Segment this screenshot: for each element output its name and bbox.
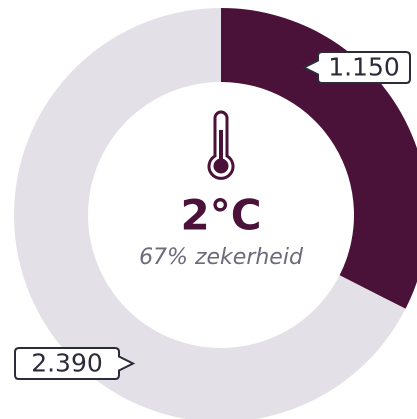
value-callout: 2.390	[14, 347, 136, 380]
center-title: 2°C	[180, 191, 261, 240]
donut-segment	[14, 8, 406, 419]
callout-box	[14, 347, 136, 380]
value-callout: 1.150	[301, 51, 411, 84]
center-subtitle: 67% zekerheid	[139, 245, 304, 270]
callout-box	[301, 51, 411, 84]
thermometer-icon	[207, 110, 235, 180]
value-label: 2.390	[31, 349, 103, 378]
value-label: 1.150	[328, 53, 400, 82]
